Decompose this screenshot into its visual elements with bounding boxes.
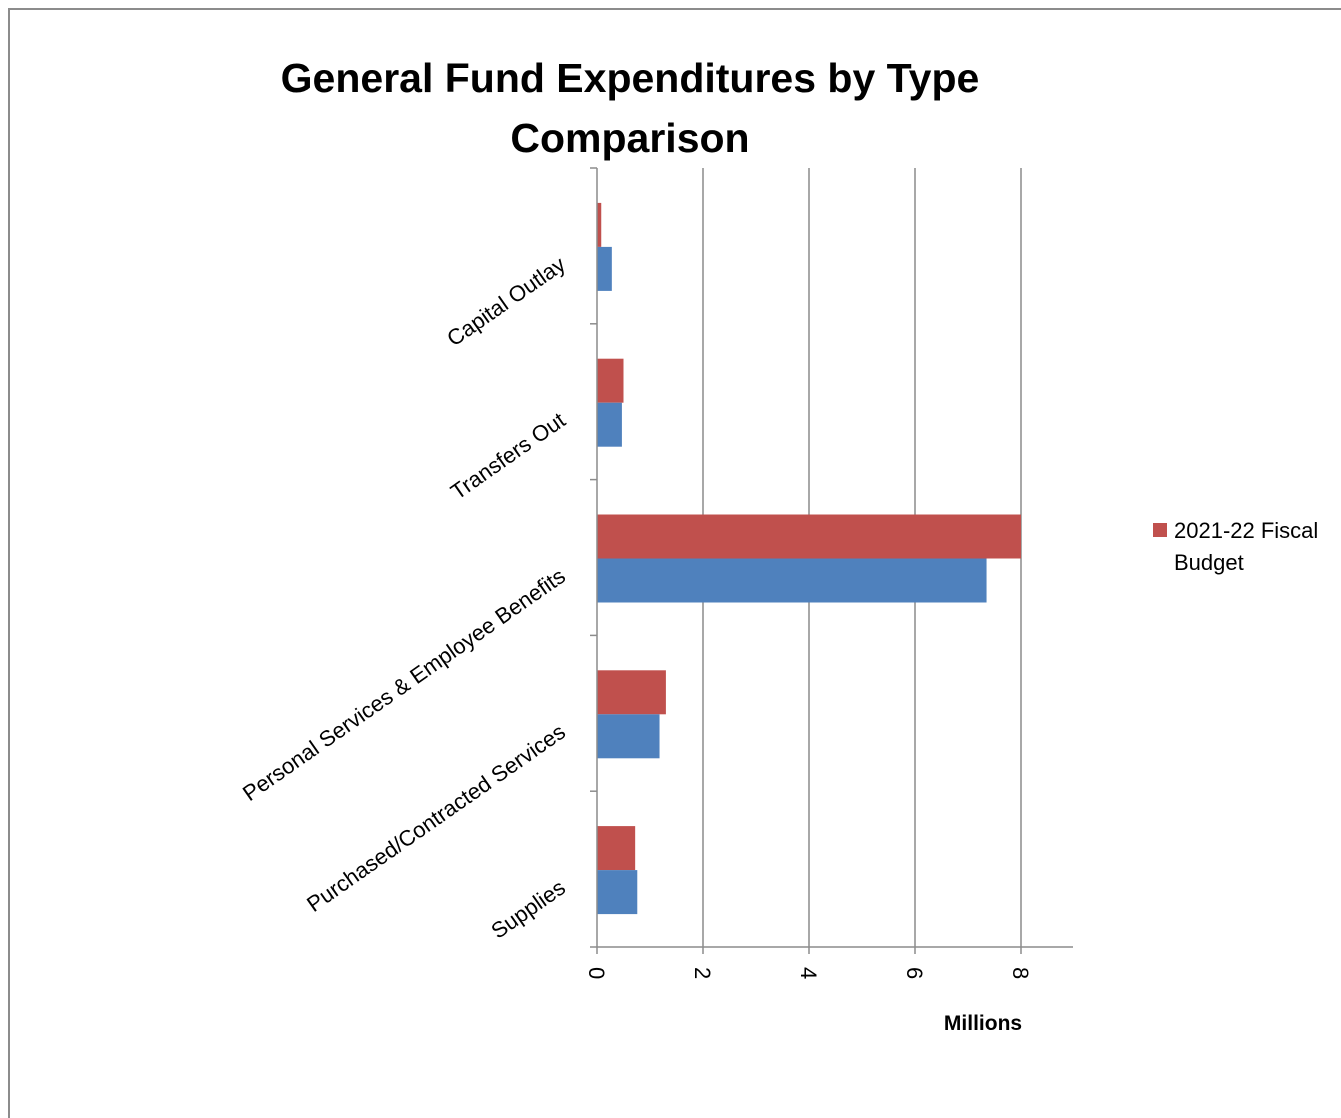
category-label-0: Capital Outlay <box>442 252 570 352</box>
bar-budget-0 <box>597 202 602 247</box>
bar-comparison-2 <box>597 558 987 603</box>
category-label-4: Supplies <box>486 875 569 944</box>
chart-frame <box>8 8 1341 1118</box>
bar-budget-1 <box>597 358 624 403</box>
category-label-1: Transfers Out <box>446 407 570 504</box>
bar-budget-2 <box>597 514 1021 559</box>
bar-budget-3 <box>597 670 666 715</box>
x-axis-title: Millions <box>943 1012 1023 1035</box>
bar-comparison-1 <box>597 402 622 447</box>
bar-comparison-3 <box>597 714 660 759</box>
bar-comparison-0 <box>597 246 612 291</box>
bar-comparison-4 <box>597 870 638 915</box>
x-tick-label-2: 2 <box>690 967 715 979</box>
x-tick-label-0: 0 <box>584 967 609 979</box>
chart-title: General Fund Expenditures by Type Compar… <box>280 55 980 161</box>
x-tick-label-4: 4 <box>796 967 821 979</box>
legend-label-fiscal-budget: 2021-22 Fiscal Budget <box>1174 518 1319 575</box>
x-tick-label-8: 8 <box>1008 967 1033 979</box>
legend-swatch-fiscal-budget <box>1153 523 1167 537</box>
x-tick-label-6: 6 <box>902 967 927 979</box>
bar-budget-4 <box>597 826 636 871</box>
category-label-3: Purchased/Contracted Services <box>302 719 570 917</box>
